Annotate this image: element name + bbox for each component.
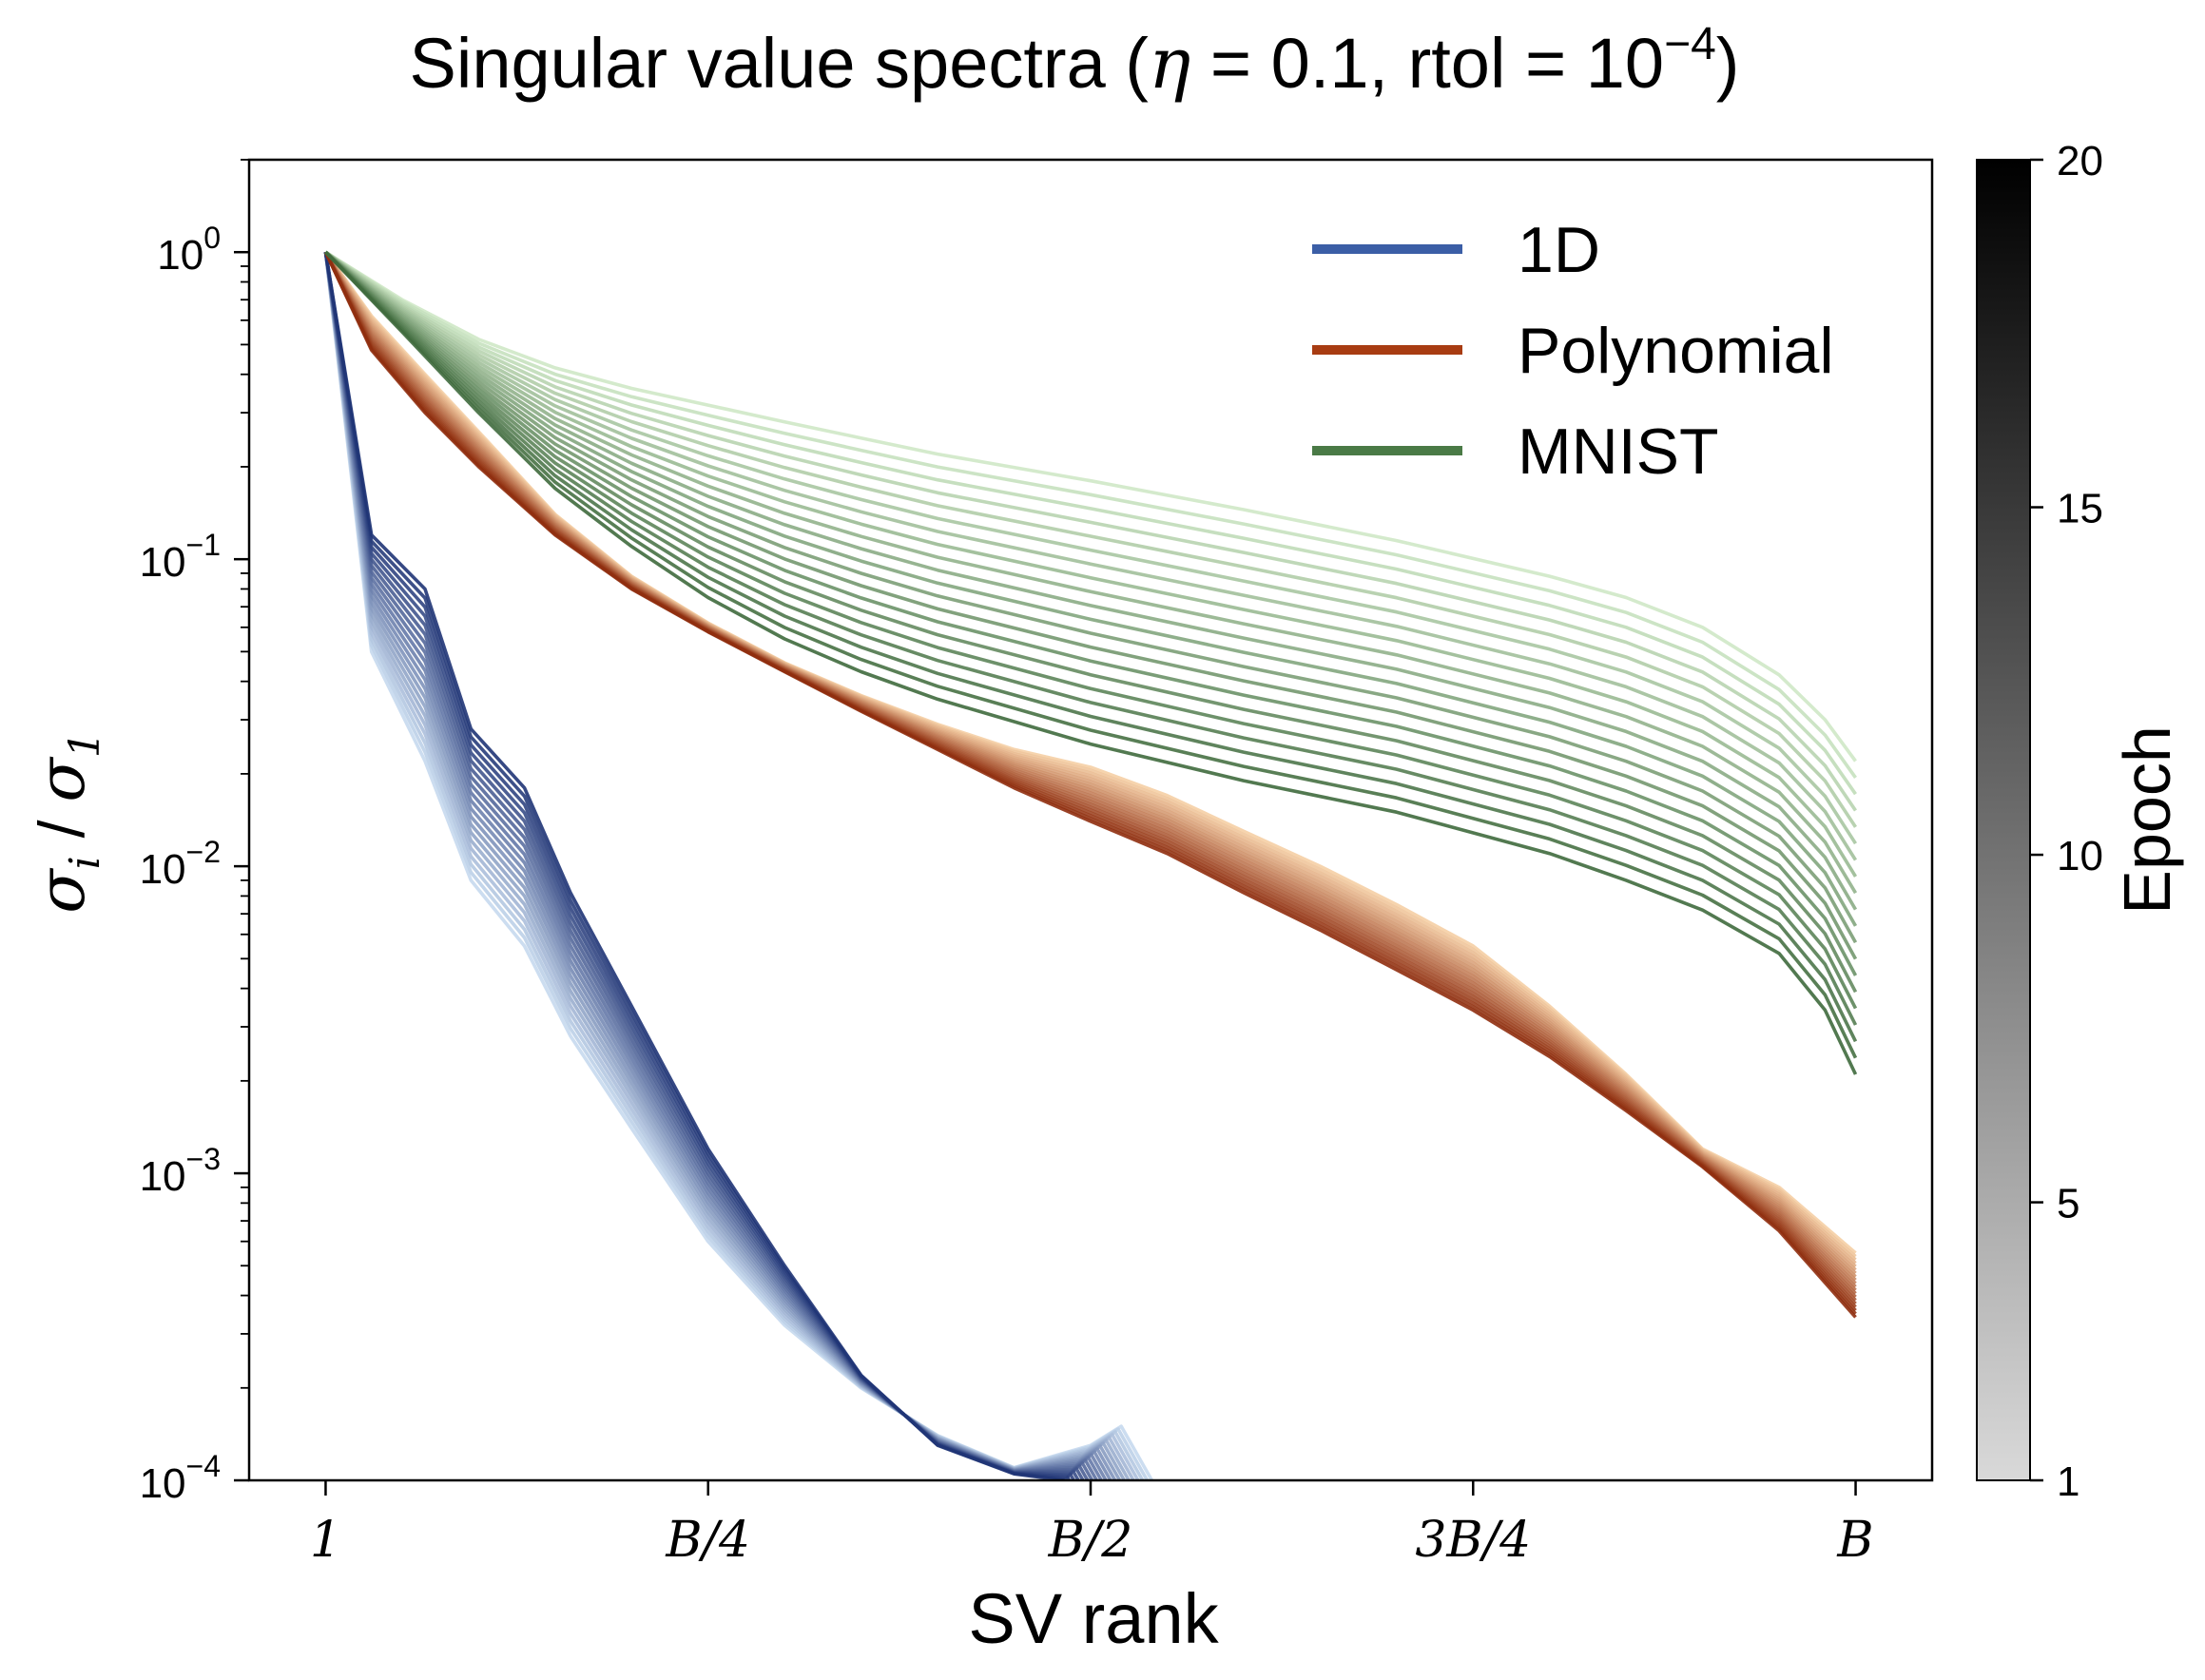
series-1d-epoch-8-line (323, 251, 1122, 1480)
chart-title: Singular value spectra (η = 0.1, rtol = … (410, 19, 1740, 105)
x-tick-label: 1 (310, 1512, 341, 1569)
series-mnist-epoch-11-line (324, 250, 1858, 927)
legend-label-mnist: MNIST (1518, 415, 1719, 488)
y-axis-label: σi / σ1 (25, 731, 109, 914)
series-polynomial-epoch-20-line (323, 251, 1857, 1319)
x-tick-label: B (1836, 1512, 1873, 1569)
y-tick-exponent: −4 (186, 1449, 221, 1483)
title-suffix: ) (1716, 24, 1740, 103)
colorbar-tick-label: 5 (2057, 1181, 2079, 1227)
y-tick-label: 10−2 (140, 835, 221, 893)
series-1d-epoch-18-line (323, 251, 1075, 1480)
colorbar-tick-label: 10 (2057, 833, 2103, 879)
series-mnist-epoch-12-line (324, 250, 1858, 944)
series-mnist-epoch-7-line (324, 250, 1858, 861)
series-mnist (324, 250, 1858, 1075)
y-label-subscript-i: i (61, 856, 109, 869)
series-mnist-epoch-14-line (324, 250, 1858, 976)
title-exponent: −4 (1664, 19, 1716, 69)
series-1d-epoch-20-line (323, 251, 1065, 1480)
legend: 1D Polynomial MNIST (1312, 214, 1834, 488)
x-tick-label: B/2 (1048, 1512, 1133, 1569)
y-label-slash: / (26, 802, 98, 857)
series-mnist-epoch-13-line (324, 250, 1858, 960)
colorbar-gradient (1976, 159, 2031, 1481)
series-1d (323, 251, 1153, 1480)
series-mnist-epoch-3-line (324, 250, 1857, 796)
series-mnist-epoch-10-line (324, 250, 1858, 911)
series-mnist-epoch-19-line (324, 250, 1858, 1059)
y-label-subscript-1: 1 (61, 731, 109, 758)
series-mnist-epoch-9-line (324, 250, 1858, 895)
series-1d-epoch-17-line (323, 251, 1080, 1480)
series-layer (323, 250, 1858, 1480)
series-mnist-epoch-17-line (324, 250, 1858, 1026)
y-tick-base: 10 (140, 539, 186, 586)
y-tick-label: 100 (157, 221, 221, 279)
series-mnist-epoch-5-line (324, 250, 1858, 828)
title-rtol: rtol = (1388, 24, 1586, 103)
series-mnist-epoch-20-line (324, 250, 1858, 1075)
series-mnist-epoch-16-line (324, 250, 1858, 1010)
series-mnist-epoch-8-line (324, 250, 1858, 878)
colorbar-tick-label: 15 (2057, 486, 2103, 532)
legend-label-polynomial: Polynomial (1518, 315, 1834, 387)
series-mnist-epoch-4-line (324, 250, 1857, 812)
colorbar-tick-label: 20 (2057, 138, 2103, 184)
y-tick-exponent: 0 (203, 221, 221, 255)
title-eta: η (1149, 23, 1190, 105)
series-mnist-epoch-18-line (324, 250, 1858, 1043)
y-tick-exponent: −2 (186, 835, 221, 869)
title-eta-value: = 0.1, (1190, 24, 1388, 103)
y-tick-base: 10 (157, 232, 203, 279)
colorbar-tick-label: 1 (2057, 1458, 2079, 1505)
series-mnist-epoch-2-line (324, 250, 1857, 779)
y-tick-base: 10 (140, 1460, 186, 1507)
series-1d-epoch-10-line (323, 251, 1112, 1480)
y-label-sigma-1: σ (25, 757, 100, 802)
title-base: 10 (1586, 24, 1664, 103)
colorbar-label: Epoch (2110, 725, 2184, 914)
series-polynomial (323, 251, 1857, 1319)
x-tick-label: 3B/4 (1415, 1512, 1531, 1569)
series-1d-epoch-9-line (323, 251, 1117, 1480)
series-mnist-epoch-6-line (324, 250, 1858, 845)
y-tick-label: 10−1 (140, 528, 221, 586)
y-tick-exponent: −3 (186, 1142, 221, 1176)
y-tick-base: 10 (140, 1153, 186, 1200)
series-1d-epoch-7-line (323, 251, 1126, 1480)
y-tick-label: 10−3 (140, 1142, 221, 1200)
legend-label-1d: 1D (1518, 214, 1600, 286)
series-1d-epoch-19-line (323, 251, 1072, 1480)
title-prefix: Singular value spectra ( (410, 24, 1150, 103)
series-1d-epoch-16-line (323, 251, 1085, 1480)
y-tick-exponent: −1 (186, 528, 221, 562)
y-tick-base: 10 (140, 846, 186, 893)
series-mnist-epoch-1-line (324, 250, 1857, 763)
x-tick-label: B/4 (665, 1512, 750, 1569)
y-label-sigma-i: σ (25, 868, 100, 914)
x-axis-label: SV rank (968, 1579, 1219, 1658)
y-tick-label: 10−4 (140, 1449, 221, 1507)
series-mnist-epoch-15-line (324, 250, 1858, 994)
